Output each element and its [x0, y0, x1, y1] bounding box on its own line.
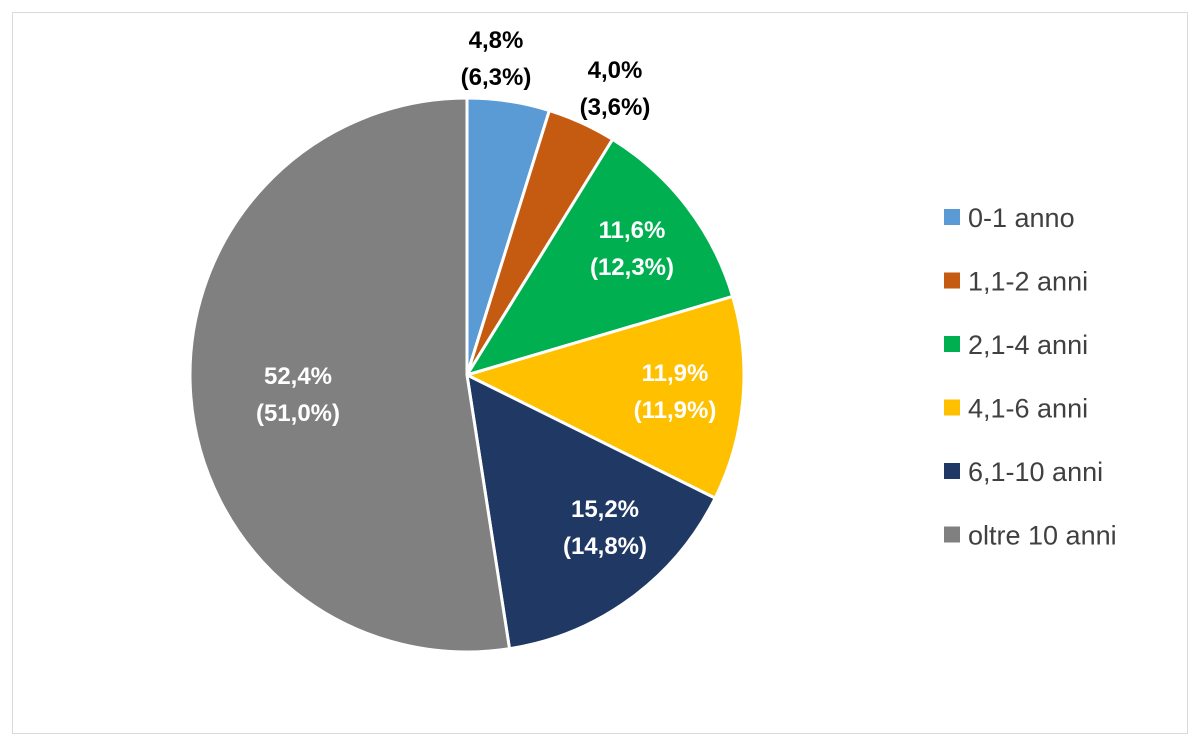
data-labels: 4,8% (6,3%) 4,0% (3,6%) 11,6% (12,3%) 11,9% (11…: [256, 27, 716, 560]
legend-label-0-1-anno: 0-1 anno: [968, 203, 1075, 233]
legend-swatch-0-1-anno: [944, 209, 960, 225]
data-label-6-1-10-anni: 15,2% (14,8%): [563, 496, 647, 560]
legend-label-2-1-4-anni: 2,1-4 anni: [968, 330, 1088, 360]
legend: 0-1 anno 1,1-2 anni 2,1-4 anni 4,1-6 anni 6,…: [944, 203, 1117, 551]
pie-slices: [188, 96, 746, 654]
legend-swatch-6-1-10-anni: [944, 463, 960, 479]
legend-label-4-1-6-anni: 4,1-6 anni: [968, 394, 1088, 424]
pie-slice-6-1-10-anni: [465, 373, 717, 651]
legend-label-1-1-2-anni: 1,1-2 anni: [968, 267, 1088, 297]
legend-swatch-4-1-6-anni: [944, 399, 960, 416]
legend-swatch-oltre-10-anni: [944, 526, 960, 543]
data-label-4-1-6-anni: 11,9% (11,9%): [634, 360, 717, 424]
legend-label-6-1-10-anni: 6,1-10 anni: [968, 457, 1103, 487]
legend-swatch-2-1-4-anni: [944, 336, 960, 352]
pie-slice-4-1-6-anni: [465, 294, 746, 500]
legend-label-oltre-10-anni: oltre 10 anni: [968, 521, 1117, 551]
data-label-0-1-anno: 4,8% (6,3%): [461, 27, 532, 91]
data-label-1-1-2-anni: 4,0% (3,6%): [580, 57, 651, 121]
legend-swatch-1-1-2-anni: [944, 272, 960, 289]
pie-slice-oltre-10-anni: [188, 96, 512, 654]
data-label-2-1-4-anni: 11,6% (12,3%): [590, 217, 674, 281]
data-label-oltre-10-anni: 52,4% (51,0%): [256, 363, 340, 427]
pie-slice-2-1-4-anni: [465, 137, 735, 377]
